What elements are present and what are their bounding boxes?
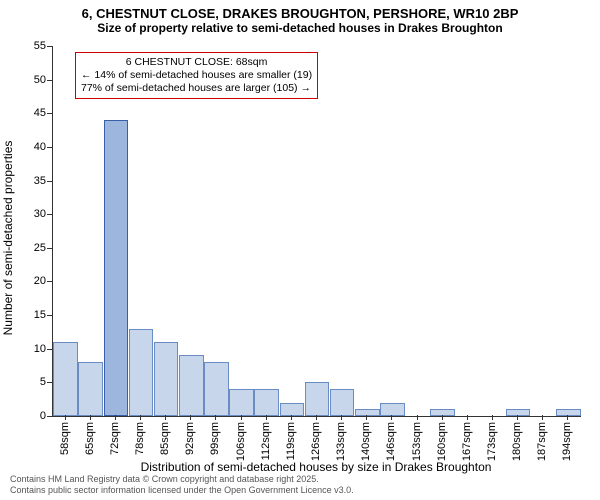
x-tick-label: 85sqm (159, 422, 171, 455)
y-tick-label: 35 (34, 175, 46, 187)
y-tick-mark (47, 382, 52, 383)
y-tick-label: 25 (34, 242, 46, 254)
x-tick-mark (291, 415, 292, 420)
chart-title-address: 6, CHESTNUT CLOSE, DRAKES BROUGHTON, PER… (0, 6, 600, 21)
x-tick-mark (492, 415, 493, 420)
x-tick-label: 187sqm (536, 422, 548, 461)
chart-title-area: 6, CHESTNUT CLOSE, DRAKES BROUGHTON, PER… (0, 0, 600, 35)
histogram-bar (254, 389, 279, 416)
y-tick-label: 45 (34, 107, 46, 119)
x-tick-label: 65sqm (84, 422, 96, 455)
plot-area: 6 CHESTNUT CLOSE: 68sqm ← 14% of semi-de… (52, 46, 581, 417)
y-tick-mark (47, 281, 52, 282)
x-tick-label: 140sqm (360, 422, 372, 461)
x-tick-label: 180sqm (511, 422, 523, 461)
y-tick-label: 20 (34, 275, 46, 287)
y-tick-label: 10 (34, 343, 46, 355)
annotation-line-size: 6 CHESTNUT CLOSE: 68sqm (81, 56, 312, 69)
annotation-line-larger: 77% of semi-detached houses are larger (… (81, 82, 312, 95)
x-tick-label: 99sqm (209, 422, 221, 455)
x-tick-label: 58sqm (59, 422, 71, 455)
y-tick-mark (47, 416, 52, 417)
x-tick-mark (341, 415, 342, 420)
x-tick-mark (517, 415, 518, 420)
x-tick-label: 194sqm (561, 422, 573, 461)
y-tick-label: 15 (34, 309, 46, 321)
y-tick-label: 50 (34, 74, 46, 86)
y-tick-mark (47, 315, 52, 316)
x-tick-mark (215, 415, 216, 420)
x-tick-label: 153sqm (411, 422, 423, 461)
histogram-bar (78, 362, 103, 416)
x-tick-label: 112sqm (260, 422, 272, 460)
histogram-bar (53, 342, 78, 416)
x-tick-label: 126sqm (310, 422, 322, 461)
y-axis: 0510152025303540455055 (0, 46, 52, 416)
y-tick-mark (47, 248, 52, 249)
x-tick-label: 92sqm (184, 422, 196, 455)
x-tick-label: 160sqm (436, 422, 448, 461)
x-axis: 58sqm 65sqm 72sqm 78sqm 85sqm 92sqm 99sqm 106sq… (52, 416, 580, 466)
x-tick-mark (316, 415, 317, 420)
x-tick-mark (442, 415, 443, 420)
annotation-line-smaller: ← 14% of semi-detached houses are smalle… (81, 69, 312, 82)
y-tick-label: 40 (34, 141, 46, 153)
x-tick-label: 133sqm (335, 422, 347, 461)
histogram-bar (330, 389, 355, 416)
x-tick-mark (366, 415, 367, 420)
histogram-bar (380, 403, 405, 416)
histogram-chart: 6, CHESTNUT CLOSE, DRAKES BROUGHTON, PER… (0, 0, 600, 500)
y-tick-label: 30 (34, 208, 46, 220)
x-tick-label: 119sqm (285, 422, 297, 460)
histogram-bar (179, 355, 204, 416)
chart-subtitle: Size of property relative to semi-detach… (0, 21, 600, 35)
x-tick-mark (90, 415, 91, 420)
histogram-bar-highlighted (104, 120, 129, 416)
footer-line2: Contains public sector information licen… (10, 485, 354, 496)
x-tick-mark (165, 415, 166, 420)
x-tick-mark (140, 415, 141, 420)
x-tick-label: 167sqm (461, 422, 473, 461)
x-tick-mark (542, 415, 543, 420)
histogram-bar (229, 389, 254, 416)
x-tick-label: 78sqm (134, 422, 146, 455)
x-tick-mark (115, 415, 116, 420)
y-tick-mark (47, 349, 52, 350)
histogram-bar (154, 342, 179, 416)
x-tick-mark (567, 415, 568, 420)
annotation-callout: 6 CHESTNUT CLOSE: 68sqm ← 14% of semi-de… (75, 52, 318, 99)
y-tick-mark (47, 147, 52, 148)
x-tick-label: 173sqm (486, 422, 498, 461)
x-tick-label: 72sqm (109, 422, 121, 455)
attribution-footer: Contains HM Land Registry data © Crown c… (10, 474, 354, 496)
x-axis-label: Distribution of semi-detached houses by … (52, 460, 580, 474)
x-tick-mark (266, 415, 267, 420)
footer-line1: Contains HM Land Registry data © Crown c… (10, 474, 354, 485)
x-tick-mark (65, 415, 66, 420)
x-tick-mark (417, 415, 418, 420)
histogram-bar (305, 382, 330, 416)
x-tick-mark (467, 415, 468, 420)
y-tick-mark (47, 181, 52, 182)
histogram-bar (204, 362, 229, 416)
x-tick-mark (190, 415, 191, 420)
x-tick-mark (391, 415, 392, 420)
y-tick-mark (47, 80, 52, 81)
histogram-bar (280, 403, 305, 416)
y-tick-mark (47, 214, 52, 215)
y-tick-label: 55 (34, 40, 46, 52)
histogram-bar (129, 329, 154, 416)
x-tick-mark (241, 415, 242, 420)
y-tick-label: 5 (40, 376, 46, 388)
y-tick-mark (47, 113, 52, 114)
y-tick-label: 0 (40, 410, 46, 422)
x-tick-label: 146sqm (385, 422, 397, 461)
y-tick-mark (47, 46, 52, 47)
x-tick-label: 106sqm (235, 422, 247, 461)
histogram-bar (430, 409, 455, 416)
